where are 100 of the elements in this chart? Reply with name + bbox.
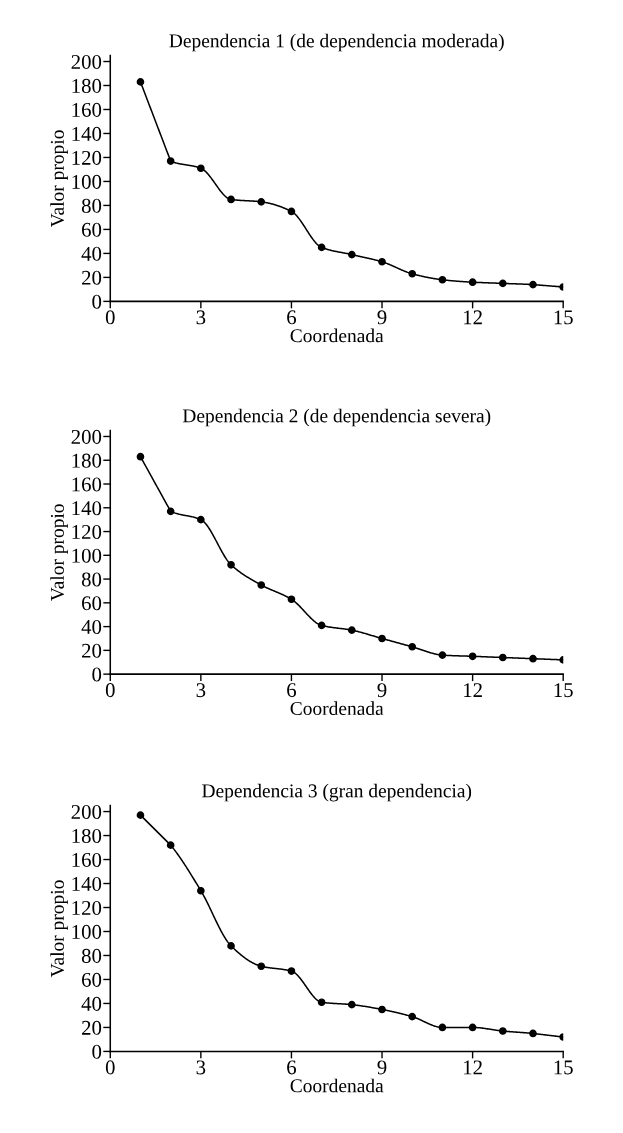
point — [498, 653, 507, 662]
x-tick-label: 0 — [105, 310, 115, 325]
point — [197, 164, 205, 173]
y-tick-label: 60 — [82, 222, 102, 237]
point — [348, 1000, 356, 1009]
point — [136, 78, 145, 86]
x-axis-title: Coordenada — [290, 328, 384, 343]
y-tick-label: 160 — [72, 477, 102, 492]
x-tick-label: 15 — [554, 1060, 573, 1075]
point — [197, 515, 205, 524]
point — [197, 886, 205, 895]
y-tick-label: 80 — [81, 198, 102, 213]
y-tick-label: 60 — [82, 596, 102, 611]
point — [348, 626, 356, 634]
x-tick-label: 0 — [105, 1060, 115, 1075]
point — [468, 1023, 477, 1032]
point — [529, 1029, 537, 1038]
y-tick-label: 0 — [92, 294, 102, 309]
y-tick-label: 20 — [82, 1020, 102, 1035]
x-tick-label: 9 — [377, 1060, 387, 1075]
y-tick-label: 180 — [72, 828, 102, 843]
y-tick-label: 100 — [72, 174, 102, 189]
x-tick-label: 15 — [554, 310, 573, 325]
point — [317, 998, 326, 1007]
y-tick-label: 100 — [72, 924, 102, 939]
y-tick-label: 200 — [71, 804, 102, 819]
point — [408, 269, 417, 278]
point — [227, 195, 235, 204]
y-tick-label: 60 — [82, 972, 102, 987]
y-tick-label: 120 — [72, 900, 102, 915]
x-axis-title: Coordenada — [290, 1078, 384, 1093]
y-tick-label: 0 — [92, 1044, 102, 1059]
x-tick-label: 6 — [287, 1060, 297, 1075]
point — [227, 560, 235, 569]
y-tick-label: 160 — [72, 102, 102, 117]
x-tick-label: 12 — [464, 683, 482, 697]
y-axis-title: Valor propio — [50, 880, 68, 978]
point — [498, 1027, 507, 1035]
y-tick-label: 180 — [72, 453, 102, 468]
y-tick-label: 200 — [71, 54, 102, 69]
y-tick-label: 0 — [92, 667, 102, 682]
point — [468, 652, 477, 661]
y-axis-title: Valor propio — [50, 504, 68, 601]
point — [438, 1023, 447, 1032]
x-tick-label: 12 — [464, 310, 482, 325]
point — [408, 1012, 417, 1021]
x-tick-label: 12 — [464, 1060, 482, 1075]
y-tick-label: 140 — [72, 876, 102, 891]
point — [378, 1005, 386, 1014]
y-tick-label: 120 — [72, 150, 102, 165]
y-tick-label: 200 — [71, 429, 102, 444]
point — [348, 250, 356, 259]
point — [166, 157, 175, 165]
x-tick-label: 6 — [287, 310, 297, 325]
y-tick-label: 40 — [81, 619, 102, 635]
y-tick-label: 20 — [82, 270, 102, 285]
x-tick-label: 15 — [554, 683, 573, 698]
point — [257, 581, 266, 589]
y-tick-label: 80 — [81, 948, 102, 963]
y-tick-label: 140 — [72, 126, 102, 141]
chart-title: Dependencia 3 (gran dependencia) — [202, 783, 472, 802]
x-tick-label: 9 — [377, 683, 387, 698]
point — [408, 642, 417, 651]
x-tick-label: 9 — [377, 310, 387, 325]
point — [317, 243, 326, 252]
y-tick-label: 80 — [81, 572, 102, 587]
y-tick-label: 180 — [72, 78, 102, 93]
x-tick-label: 0 — [105, 683, 115, 698]
point — [529, 280, 537, 289]
point — [287, 595, 296, 604]
x-tick-label: 3 — [196, 310, 206, 325]
point — [468, 278, 477, 287]
y-tick-label: 140 — [72, 501, 102, 516]
point — [378, 634, 386, 643]
y-tick-label: 160 — [72, 852, 102, 867]
x-tick-label: 6 — [287, 683, 297, 698]
y-tick-label: 40 — [81, 996, 102, 1011]
x-tick-label: 3 — [196, 683, 206, 698]
point — [136, 452, 145, 461]
y-tick-label: 120 — [72, 524, 102, 539]
point — [529, 654, 537, 663]
point — [166, 841, 175, 849]
x-tick-label: 3 — [196, 1060, 206, 1075]
y-tick-label: 100 — [72, 548, 102, 563]
chart-title: Dependencia 1 (de dependencia moderada) — [169, 33, 504, 52]
x-axis-title: Coordenada — [290, 701, 384, 716]
point — [378, 257, 386, 266]
point — [438, 651, 447, 659]
point — [166, 507, 175, 516]
point — [257, 962, 266, 971]
y-axis-title: Valor propio — [50, 130, 68, 228]
y-tick-label: 40 — [81, 246, 102, 261]
point — [498, 279, 507, 288]
point — [317, 621, 326, 630]
point — [136, 811, 145, 819]
point — [438, 275, 447, 284]
point — [257, 198, 266, 206]
chart-title: Dependencia 2 (de dependencia severa) — [182, 408, 491, 427]
point — [287, 967, 296, 975]
y-tick-label: 20 — [82, 643, 102, 658]
